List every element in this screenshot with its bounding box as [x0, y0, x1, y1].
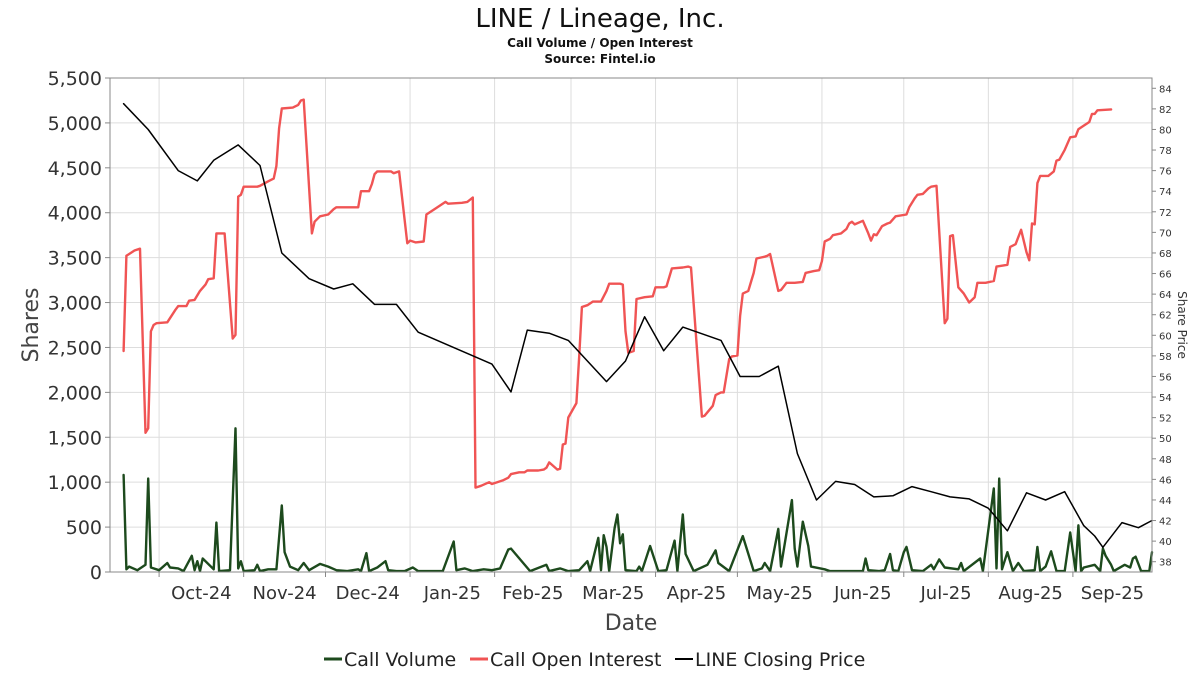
x-tick-label: Feb-25 — [502, 583, 563, 604]
y2-tick-label: 40 — [1159, 537, 1172, 548]
x-axis-ticks: Oct-24 Nov-24 Dec-24 Jan-25 Feb-25 Mar-25 Apr-… — [158, 572, 1144, 604]
y2-tick-label: 50 — [1159, 434, 1172, 445]
y-tick-label: 5,000 — [48, 113, 102, 135]
legend-label-closing-price: LINE Closing Price — [695, 649, 865, 671]
x-tick-label: Jun-25 — [833, 583, 892, 604]
y2-tick-label: 84 — [1159, 84, 1172, 95]
y2-tick-label: 44 — [1159, 496, 1172, 507]
y-tick-label: 1,500 — [48, 427, 102, 449]
y-tick-label: 0 — [90, 562, 102, 584]
y2-tick-label: 76 — [1159, 167, 1172, 178]
x-tick-label: Mar-25 — [582, 583, 644, 604]
legend: Call Volume Call Open Interest LINE Clos… — [324, 649, 865, 671]
plot-series — [122, 98, 1154, 573]
y2-tick-label: 52 — [1159, 414, 1172, 425]
y2-tick-label: 82 — [1159, 105, 1172, 116]
y2-tick-label: 78 — [1159, 146, 1172, 157]
y2-axis-label: Share Price — [1175, 291, 1189, 359]
left-axis-ticks: 0 500 1,000 1,500 2,000 2,500 3,000 3,500 4,000 4… — [48, 68, 110, 584]
x-axis-label: Date — [605, 611, 658, 636]
x-tick-label: Oct-24 — [171, 583, 232, 604]
legend-label-call-open-interest: Call Open Interest — [490, 649, 662, 671]
y2-tick-label: 60 — [1159, 331, 1172, 342]
y-tick-label: 3,000 — [48, 293, 102, 315]
y2-tick-label: 54 — [1159, 393, 1172, 404]
x-tick-label: Jul-25 — [919, 583, 971, 604]
y2-tick-label: 46 — [1159, 475, 1172, 486]
legend-label-call-volume: Call Volume — [344, 649, 456, 671]
chart-source: Source: Fintel.io — [544, 52, 655, 66]
x-tick-label: Aug-25 — [998, 583, 1063, 604]
y2-tick-label: 68 — [1159, 249, 1172, 260]
x-tick-label: Dec-24 — [336, 583, 400, 604]
y2-tick-label: 48 — [1159, 455, 1172, 466]
y-tick-label: 500 — [66, 517, 102, 539]
y2-tick-label: 56 — [1159, 372, 1172, 383]
y2-tick-label: 74 — [1159, 187, 1172, 198]
x-tick-label: Jan-25 — [423, 583, 481, 604]
y-tick-label: 3,500 — [48, 248, 102, 270]
y2-tick-label: 58 — [1159, 352, 1172, 363]
x-tick-label: Sep-25 — [1081, 583, 1144, 604]
y2-tick-label: 64 — [1159, 290, 1172, 301]
x-tick-label: Apr-25 — [667, 583, 726, 604]
y-axis-label: Shares — [19, 288, 44, 363]
y2-tick-label: 80 — [1159, 125, 1172, 136]
y-tick-label: 4,000 — [48, 203, 102, 225]
plot-area-frame — [109, 77, 1153, 573]
y-tick-label: 4,500 — [48, 158, 102, 180]
y2-tick-label: 62 — [1159, 311, 1172, 322]
y2-tick-label: 38 — [1159, 558, 1172, 569]
y-tick-label: 2,500 — [48, 337, 102, 359]
series-call-open-interest-line — [122, 98, 1113, 489]
right-axis-ticks: 38 40 42 44 46 48 50 52 54 56 58 60 62 64 66 68 70 72 74 76… — [1152, 84, 1172, 569]
y2-tick-label: 72 — [1159, 208, 1172, 219]
chart-subtitle: Call Volume / Open Interest — [507, 36, 693, 50]
grid — [110, 77, 1152, 573]
y2-tick-label: 42 — [1159, 517, 1172, 528]
chart-title: LINE / Lineage, Inc. — [475, 4, 724, 34]
series-closing-price-line — [122, 102, 1153, 549]
y-tick-label: 1,000 — [48, 472, 102, 494]
x-tick-label: May-25 — [747, 583, 813, 604]
y-tick-label: 5,500 — [48, 68, 102, 90]
x-tick-label: Nov-24 — [253, 583, 317, 604]
y2-tick-label: 66 — [1159, 270, 1172, 281]
series-call-volume-line — [122, 427, 1154, 573]
y-tick-label: 2,000 — [48, 382, 102, 404]
y2-tick-label: 70 — [1159, 228, 1172, 239]
